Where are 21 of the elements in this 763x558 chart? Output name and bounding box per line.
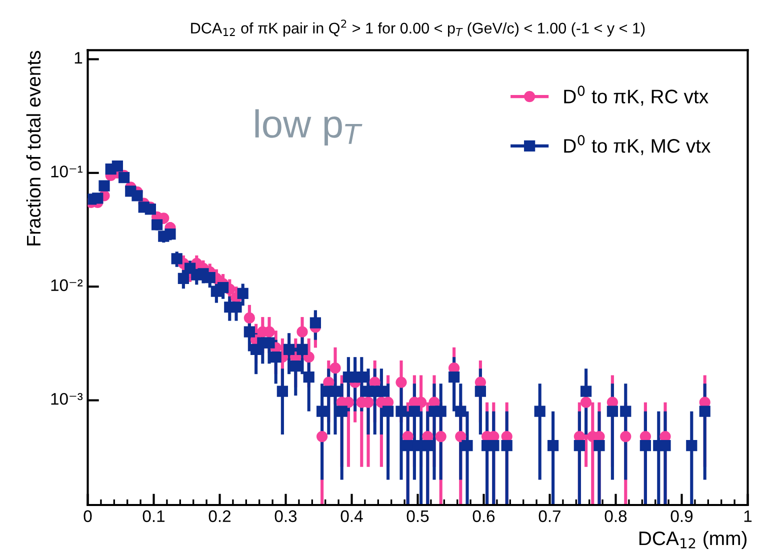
- y-axis-title: Fraction of total events: [26, 50, 41, 246]
- annotation: low p$_{T}$: [255, 109, 362, 146]
- x-axis-title: DCA$_{12}$ (mm): [639, 530, 747, 550]
- x-tick-label: 0.9: [670, 510, 693, 522]
- x-tick-label: 0.4: [340, 510, 363, 522]
- x-tick-label: 0: [84, 510, 92, 522]
- y-tick-label: 10⁻²: [51, 279, 83, 292]
- x-tick-label: 0.3: [274, 510, 297, 522]
- chart-title: DCA$_{12}$ of πK pair in Q$^{2}$ > 1 for 0.00 < p$_{T}$ (GeV/c) < 1.00 (-1 < y < 1): [191, 20, 645, 37]
- legend-label: D$^{0}$ to πK, MC vtx: [564, 135, 711, 156]
- legend-label: D$^{0}$ to πK, RC vtx: [564, 86, 708, 106]
- x-tick-label: 0.2: [208, 510, 230, 522]
- x-tick-label: 0.8: [604, 510, 627, 522]
- x-tick-label: 1: [744, 510, 752, 522]
- x-tick-label: 0.1: [142, 510, 165, 522]
- x-tick-label: 0.7: [538, 510, 560, 522]
- y-tick-label: 10⁻³: [51, 392, 83, 405]
- y-tick-label: 1: [74, 52, 82, 64]
- x-tick-label: 0.6: [472, 510, 495, 522]
- x-tick-label: 0.5: [406, 510, 429, 522]
- y-tick-label: 10⁻¹: [51, 166, 83, 178]
